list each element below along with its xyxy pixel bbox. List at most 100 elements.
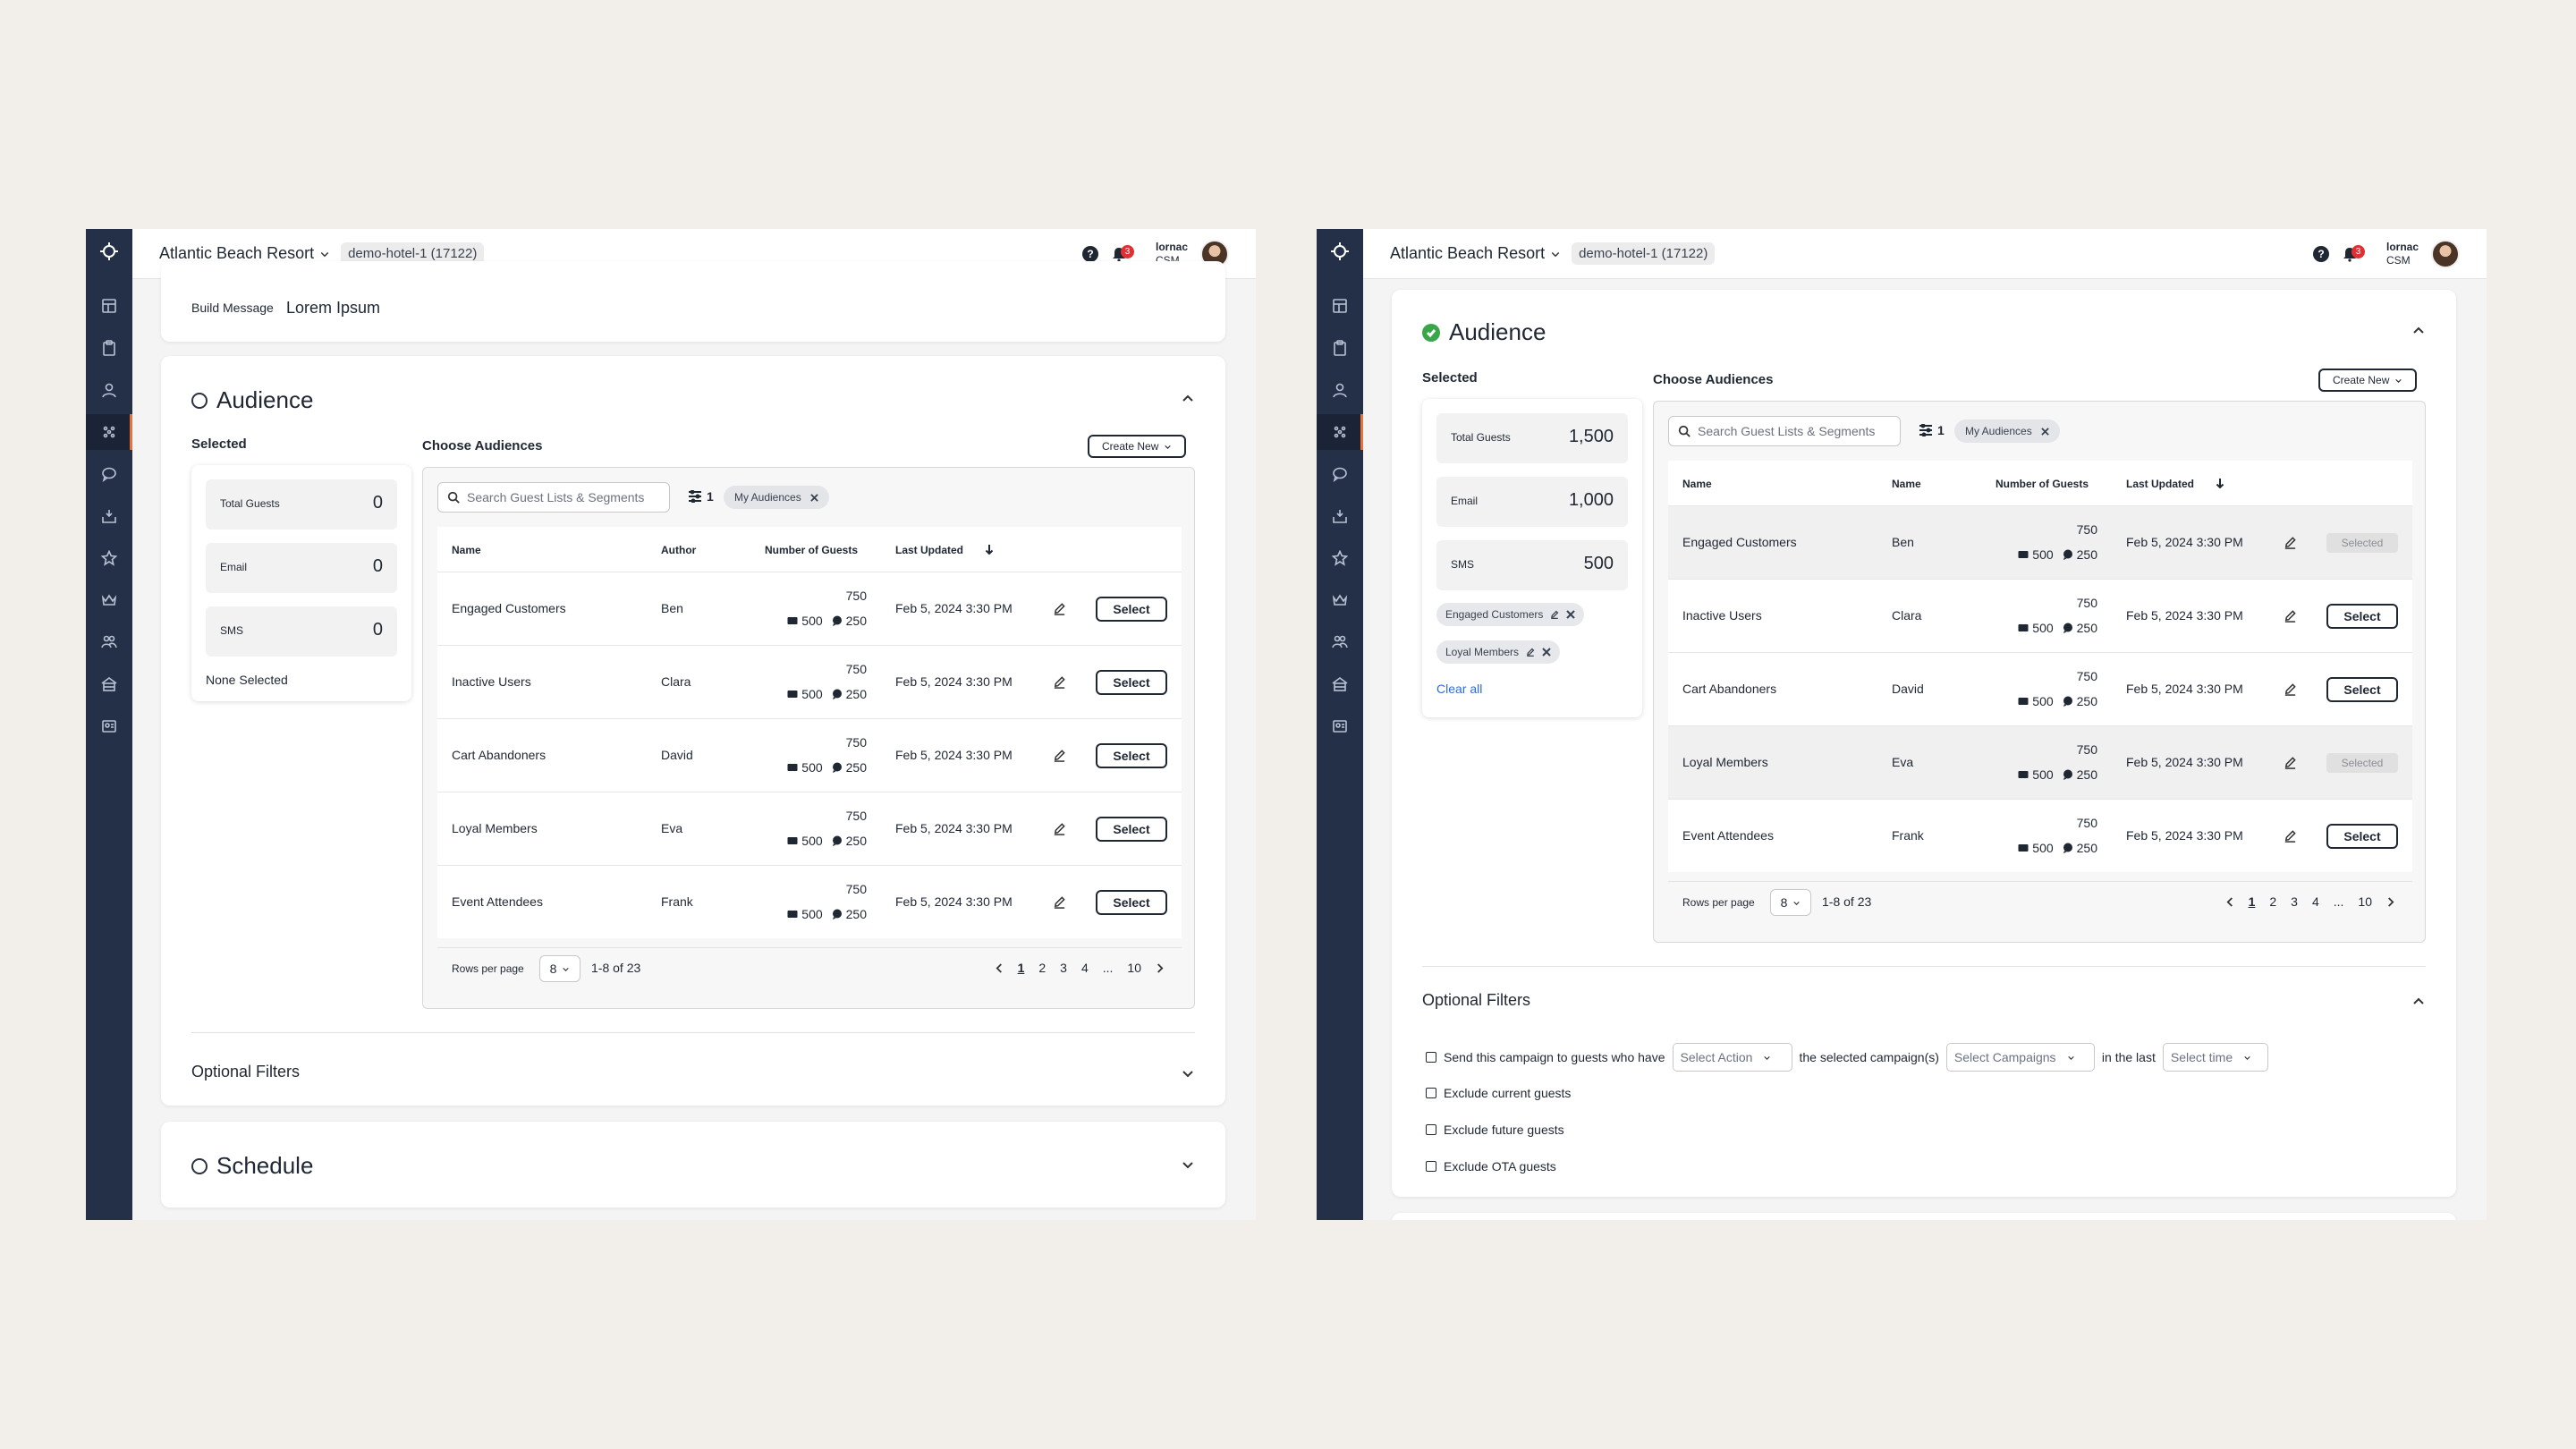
exclude-ota-checkbox[interactable] xyxy=(1426,1161,1436,1172)
nav-people[interactable] xyxy=(1317,624,1363,660)
create-new-button[interactable]: Create New xyxy=(2318,369,2418,392)
help-icon[interactable]: ? xyxy=(1081,246,1098,262)
close-icon[interactable] xyxy=(1566,610,1575,619)
page-button[interactable]: 1 xyxy=(1017,961,1025,975)
choose-audiences-label: Choose Audiences xyxy=(1653,372,1774,387)
select-time-dropdown[interactable]: Select time xyxy=(2162,1043,2268,1072)
chevron-right-icon[interactable] xyxy=(1156,963,1164,973)
selected-label: Selected xyxy=(191,436,247,452)
page-button[interactable]: 4 xyxy=(1080,961,1089,975)
property-switcher[interactable]: Atlantic Beach Resort xyxy=(159,244,330,263)
edit-icon[interactable] xyxy=(2284,536,2297,549)
create-new-button[interactable]: Create New xyxy=(1088,435,1187,458)
notifications-button[interactable]: 3 xyxy=(1111,244,1134,264)
edit-icon[interactable] xyxy=(2284,829,2297,843)
edit-icon[interactable] xyxy=(1053,602,1066,615)
property-switcher[interactable]: Atlantic Beach Resort xyxy=(1390,244,1561,263)
select-button[interactable]: Select xyxy=(2326,604,2398,629)
nav-campaigns[interactable] xyxy=(86,414,132,450)
avatar[interactable] xyxy=(2431,240,2460,268)
filter-toggle[interactable]: 1 xyxy=(688,489,714,504)
nav-users[interactable] xyxy=(1317,372,1363,408)
nav-messages[interactable] xyxy=(1317,456,1363,492)
notifications-button[interactable]: 3 xyxy=(2342,244,2365,264)
select-button[interactable]: Select xyxy=(1096,817,1167,842)
chevron-left-icon[interactable] xyxy=(996,963,1004,973)
select-button[interactable]: Select xyxy=(2326,677,2398,702)
send-campaign-checkbox[interactable] xyxy=(1426,1052,1436,1063)
nav-clipboard[interactable] xyxy=(86,330,132,366)
chevron-right-icon[interactable] xyxy=(2386,897,2394,907)
page-button[interactable]: 3 xyxy=(1060,961,1067,975)
page-button[interactable]: 2 xyxy=(2269,894,2277,909)
optional-filters-title[interactable]: Optional Filters xyxy=(191,1063,301,1080)
clear-all-link[interactable]: Clear all xyxy=(1436,682,1483,696)
filter-chip[interactable]: My Audiences xyxy=(1954,419,2060,443)
edit-icon[interactable] xyxy=(2284,682,2297,696)
edit-icon[interactable] xyxy=(1526,648,1535,657)
nav-reviews[interactable] xyxy=(86,540,132,576)
edit-icon[interactable] xyxy=(1053,822,1066,835)
rows-per-page-select[interactable]: 8 xyxy=(1770,889,1811,916)
close-icon[interactable] xyxy=(810,494,818,502)
nav-inbox[interactable] xyxy=(86,498,132,534)
page-button[interactable]: 4 xyxy=(2311,894,2319,909)
filter-chip[interactable]: My Audiences xyxy=(724,486,829,509)
search-input[interactable]: Search Guest Lists & Segments xyxy=(437,482,670,513)
column-header[interactable]: Last Updated xyxy=(895,544,964,556)
sort-descending-icon[interactable] xyxy=(985,544,994,555)
select-button[interactable]: Select xyxy=(2326,824,2398,849)
chevron-left-icon[interactable] xyxy=(2226,897,2234,907)
page-button[interactable]: 1 xyxy=(2248,894,2256,909)
audience-title: Audience xyxy=(216,386,314,413)
filter-toggle[interactable]: 1 xyxy=(1919,423,1945,437)
edit-icon[interactable] xyxy=(1053,895,1066,909)
edit-icon[interactable] xyxy=(1053,675,1066,689)
select-button[interactable]: Select xyxy=(1096,670,1167,695)
nav-hotel[interactable] xyxy=(86,666,132,702)
page-button[interactable]: 10 xyxy=(2358,894,2372,909)
nav-hotel[interactable] xyxy=(1317,666,1363,702)
help-icon[interactable]: ? xyxy=(2312,246,2329,262)
nav-users[interactable] xyxy=(86,372,132,408)
select-button[interactable]: Select xyxy=(1096,743,1167,768)
collapse-audience-icon[interactable] xyxy=(2411,324,2426,338)
nav-dashboard[interactable] xyxy=(86,288,132,324)
page-button[interactable]: 10 xyxy=(1127,961,1141,975)
select-action-dropdown[interactable]: Select Action xyxy=(1672,1043,1792,1072)
nav-clipboard[interactable] xyxy=(1317,330,1363,366)
exclude-future-checkbox[interactable] xyxy=(1426,1124,1436,1135)
nav-loyalty[interactable] xyxy=(86,582,132,618)
rows-per-page-select[interactable]: 8 xyxy=(539,955,580,982)
column-header[interactable]: Last Updated xyxy=(2126,478,2195,490)
nav-id[interactable] xyxy=(1317,708,1363,744)
close-icon[interactable] xyxy=(2041,428,2049,436)
nav-reviews[interactable] xyxy=(1317,540,1363,576)
nav-people[interactable] xyxy=(86,624,132,660)
nav-campaigns[interactable] xyxy=(1317,414,1363,450)
select-button[interactable]: Select xyxy=(1096,890,1167,915)
expand-filters-icon[interactable] xyxy=(1181,1066,1195,1080)
user-info[interactable]: lornac CSM xyxy=(2386,241,2419,267)
page-button[interactable]: 2 xyxy=(1038,961,1046,975)
optional-filters-title[interactable]: Optional Filters xyxy=(1422,991,1531,1009)
select-campaigns-dropdown[interactable]: Select Campaigns xyxy=(1945,1043,2095,1072)
edit-icon[interactable] xyxy=(2284,756,2297,769)
collapse-audience-icon[interactable] xyxy=(1181,392,1195,406)
sort-descending-icon[interactable] xyxy=(2216,478,2224,488)
nav-messages[interactable] xyxy=(86,456,132,492)
edit-icon[interactable] xyxy=(1550,610,1559,619)
expand-schedule-icon[interactable] xyxy=(1181,1157,1195,1172)
select-button[interactable]: Select xyxy=(1096,597,1167,622)
nav-loyalty[interactable] xyxy=(1317,582,1363,618)
nav-dashboard[interactable] xyxy=(1317,288,1363,324)
search-input[interactable]: Search Guest Lists & Segments xyxy=(1668,416,1901,446)
exclude-current-checkbox[interactable] xyxy=(1426,1088,1436,1098)
close-icon[interactable] xyxy=(1542,648,1551,657)
nav-inbox[interactable] xyxy=(1317,498,1363,534)
nav-id[interactable] xyxy=(86,708,132,744)
collapse-filters-icon[interactable] xyxy=(2411,995,2426,1009)
page-button[interactable]: 3 xyxy=(2291,894,2298,909)
edit-icon[interactable] xyxy=(1053,749,1066,762)
edit-icon[interactable] xyxy=(2284,609,2297,623)
